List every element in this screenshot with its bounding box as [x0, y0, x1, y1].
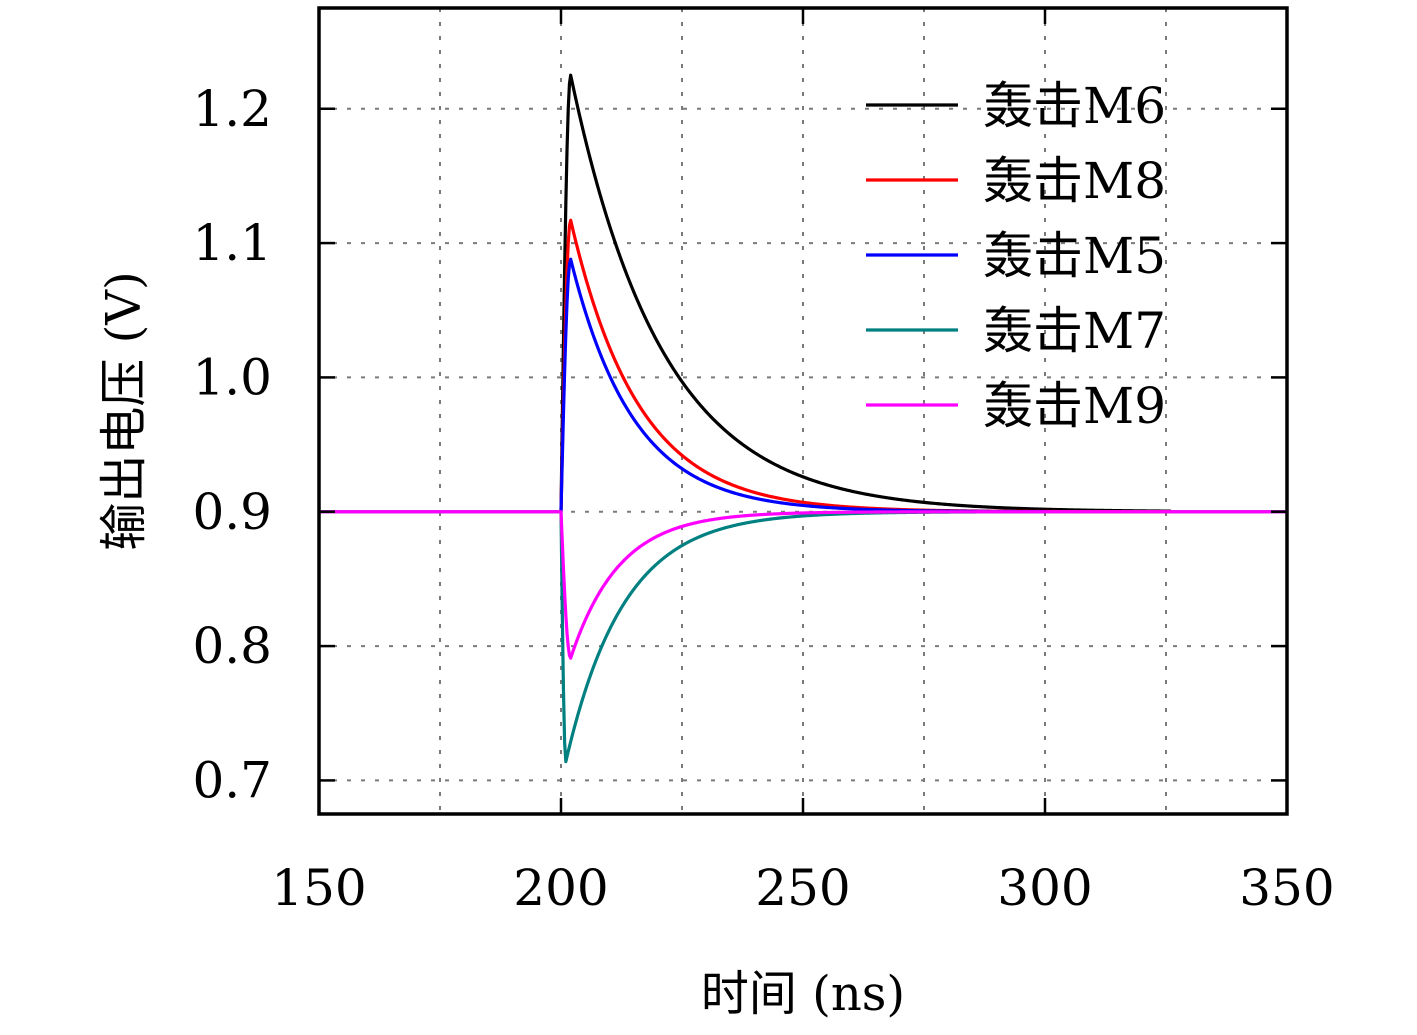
- legend: 轰击M6 轰击M8 轰击M5 轰击M7 轰击M9: [866, 77, 1166, 435]
- x-axis-title: 时间 (ns): [701, 966, 905, 1022]
- legend-label: 轰击M6: [983, 77, 1166, 135]
- y-tick-label: 0.7: [192, 751, 272, 809]
- x-tick-label: 250: [755, 859, 850, 917]
- x-tick-label: 150: [271, 859, 366, 917]
- axis-ticks: [317, 8, 1289, 814]
- y-tick-label: 0.9: [192, 483, 272, 541]
- series-line-1: [559, 73, 1172, 513]
- series-line-5: [318, 510, 1288, 660]
- tick-labels: 150 200 250 300 350 0.7 0.8 0.9 1.0 1.1 1.2: [192, 80, 1334, 917]
- y-tick-label: 1.0: [192, 348, 272, 406]
- series-lines: [318, 73, 1288, 764]
- x-tick-label: 350: [1239, 859, 1334, 917]
- legend-label: 轰击M9: [983, 377, 1166, 435]
- legend-label: 轰击M7: [983, 302, 1166, 360]
- y-tick-label: 1.1: [192, 214, 272, 272]
- x-tick-label: 300: [997, 859, 1092, 917]
- legend-label: 轰击M5: [983, 227, 1166, 285]
- y-tick-label: 0.8: [192, 617, 272, 675]
- y-axis-title: 输出电压 (V): [96, 271, 152, 550]
- y-tick-label: 1.2: [192, 80, 272, 138]
- legend-label: 轰击M8: [983, 152, 1166, 210]
- x-tick-label: 200: [513, 859, 608, 917]
